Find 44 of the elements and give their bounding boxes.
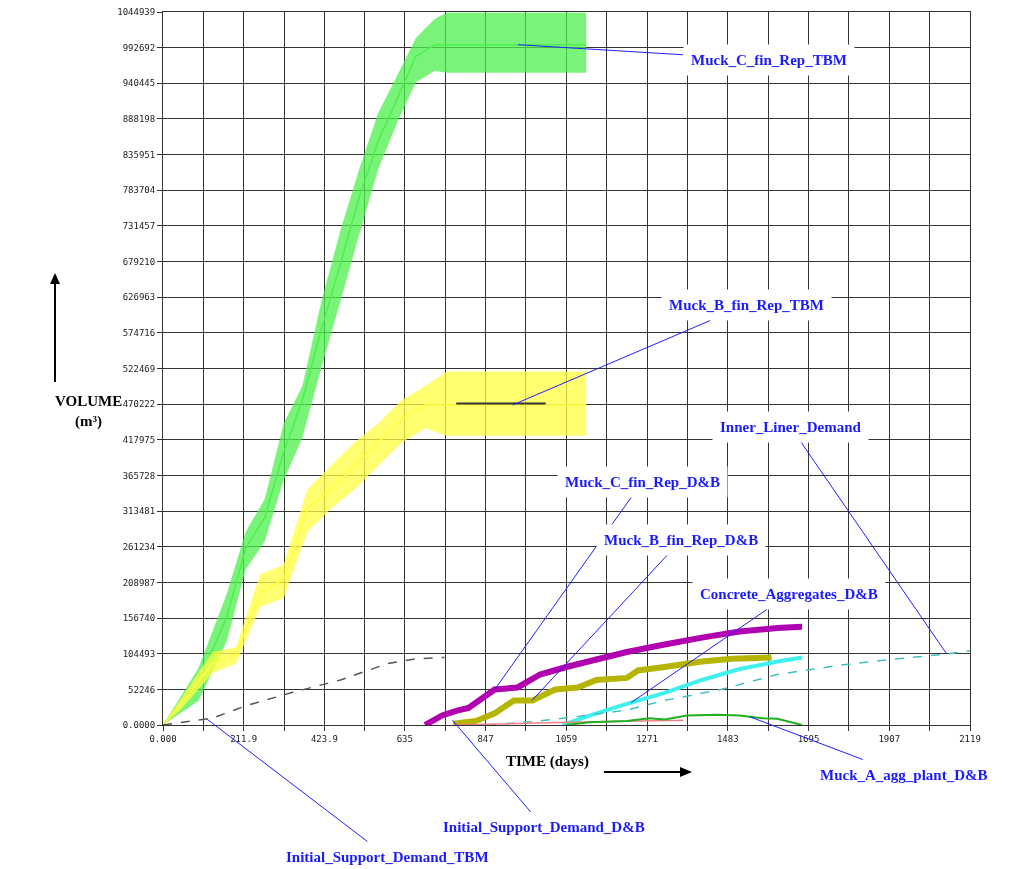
text: Muck_C_fin_Rep_TBM <box>691 52 847 68</box>
y-tick-label: 261234 <box>122 541 156 552</box>
y-tick-label: 522469 <box>122 363 156 374</box>
y-tick-label: 104493 <box>122 648 156 659</box>
y-tick-label: 208987 <box>122 577 156 588</box>
y-tick-label: 574716 <box>122 328 156 338</box>
y-tick-label: 1044939 <box>117 7 156 18</box>
x-tick-label: 2119 <box>959 733 981 744</box>
text: Initial_Support_Demand_D&B <box>443 819 645 835</box>
x-tick-label: 1483 <box>716 733 739 744</box>
y-tick-label: 313481 <box>122 506 156 517</box>
text: Muck_C_fin_Rep_D&B <box>565 474 721 490</box>
x-tick-label: 1271 <box>636 733 658 744</box>
x-tick-label: 0.000 <box>149 733 177 744</box>
y-tick-label: 679210 <box>122 256 156 267</box>
line-series <box>560 655 805 725</box>
text: Muck_A_agg_plant_D&B <box>820 767 988 783</box>
y-tick-label: 992692 <box>122 42 156 53</box>
x-tick-label: 847 <box>477 733 494 744</box>
y-tick-label: 783704 <box>122 185 156 196</box>
y-tick-label: 626963 <box>122 292 156 303</box>
y-tick-label: 365728 <box>122 470 156 481</box>
line-series <box>565 713 804 725</box>
y-tick-label: 417975 <box>122 434 156 445</box>
text: Muck_B_fin_Rep_D&B <box>604 532 759 548</box>
y-tick-label: 888198 <box>122 114 156 125</box>
text: Initial_Support_Demand_TBM <box>286 849 489 865</box>
line-series <box>163 656 446 725</box>
y-tick-label: 0.0000 <box>122 720 156 731</box>
text: Concrete_Aggregates_D&B <box>700 586 878 602</box>
y-tick-label: 731457 <box>122 221 156 232</box>
y-tick-label: 156740 <box>122 613 156 624</box>
x-tick-label: 423.9 <box>310 733 338 744</box>
y-tick-label: 940445 <box>122 78 156 89</box>
x-tick-label: 635 <box>396 733 413 744</box>
x-tick-label: 1907 <box>878 733 901 744</box>
y-tick-label: 52246 <box>128 684 156 695</box>
y-tick-label: 470222 <box>122 399 156 410</box>
text: Inner_Liner_Demand <box>720 419 862 435</box>
x-tick-label: 1059 <box>555 733 578 744</box>
y-tick-label: 835951 <box>122 149 156 160</box>
x-axis-title: TIME (days) <box>506 753 589 770</box>
text: Muck_B_fin_Rep_TBM <box>669 297 825 313</box>
y-axis-title: VOLUME (m³) <box>55 393 123 430</box>
